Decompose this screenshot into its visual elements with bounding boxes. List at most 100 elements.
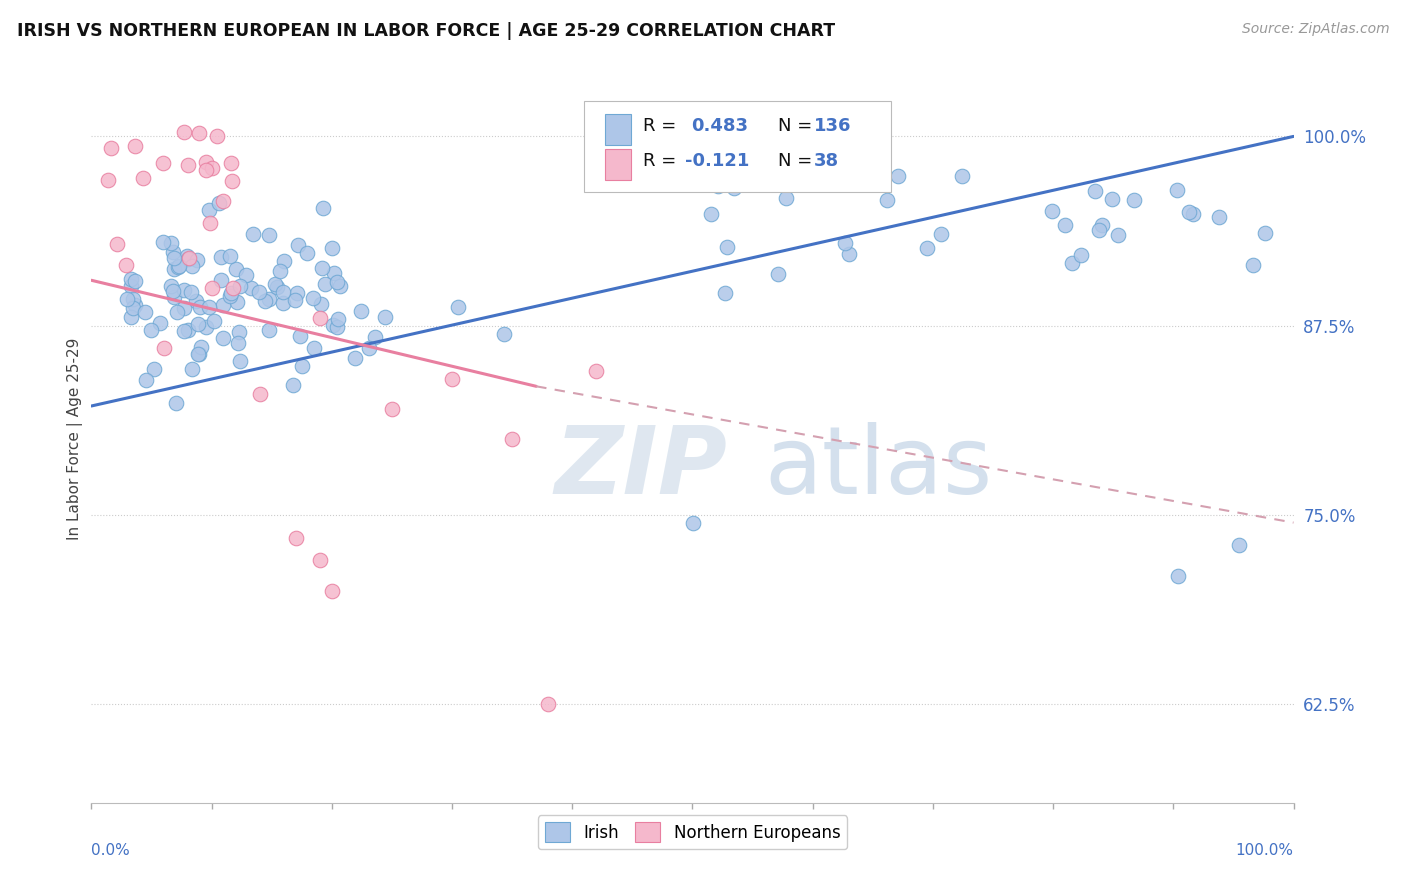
Point bbox=[226, 295, 249, 310]
Point bbox=[357, 342, 380, 356]
Point bbox=[176, 249, 198, 263]
Point bbox=[177, 323, 200, 337]
Point bbox=[841, 173, 863, 187]
Text: 38: 38 bbox=[814, 152, 839, 169]
Point bbox=[257, 323, 280, 337]
Point bbox=[838, 246, 860, 260]
Point bbox=[198, 216, 221, 230]
Point bbox=[120, 279, 142, 293]
Point bbox=[163, 261, 186, 276]
Point bbox=[329, 279, 352, 293]
Point bbox=[950, 169, 973, 183]
Point bbox=[321, 241, 343, 255]
Point bbox=[186, 252, 208, 267]
Point bbox=[311, 297, 333, 311]
Point bbox=[235, 268, 257, 282]
Point bbox=[186, 346, 208, 360]
Point bbox=[271, 285, 294, 299]
Point bbox=[173, 283, 195, 297]
Point bbox=[1122, 193, 1144, 207]
Point bbox=[1241, 258, 1264, 272]
Point bbox=[929, 227, 952, 241]
Point bbox=[208, 195, 231, 210]
Point bbox=[219, 249, 242, 263]
Point bbox=[876, 194, 898, 208]
Point bbox=[209, 272, 232, 286]
Point bbox=[121, 292, 143, 306]
Text: R =: R = bbox=[643, 117, 676, 135]
Point bbox=[1167, 568, 1189, 582]
Point bbox=[188, 300, 211, 314]
Point bbox=[284, 293, 307, 308]
Point bbox=[291, 359, 314, 373]
Point bbox=[1040, 203, 1063, 218]
Point bbox=[194, 319, 217, 334]
Point bbox=[326, 275, 349, 289]
Point bbox=[115, 292, 138, 306]
Point bbox=[287, 238, 309, 252]
Point bbox=[181, 362, 204, 376]
Point bbox=[212, 331, 235, 345]
Text: R =: R = bbox=[643, 152, 676, 169]
Point bbox=[176, 252, 198, 266]
Point bbox=[585, 364, 607, 378]
Point bbox=[135, 373, 157, 387]
Text: N =: N = bbox=[778, 117, 813, 135]
Point bbox=[209, 251, 232, 265]
Point bbox=[314, 277, 336, 291]
Point bbox=[239, 281, 262, 295]
Point bbox=[121, 301, 143, 315]
Point bbox=[311, 201, 333, 215]
Point bbox=[225, 262, 247, 277]
Point bbox=[173, 124, 195, 138]
Point bbox=[288, 329, 311, 343]
Text: atlas: atlas bbox=[765, 423, 993, 515]
Point bbox=[188, 347, 211, 361]
Point bbox=[537, 698, 560, 712]
Point bbox=[166, 260, 188, 274]
Point bbox=[440, 372, 463, 386]
Point bbox=[1084, 185, 1107, 199]
Point bbox=[887, 169, 910, 183]
Point bbox=[100, 141, 122, 155]
Point bbox=[295, 245, 318, 260]
Point bbox=[1101, 192, 1123, 206]
Point bbox=[160, 278, 183, 293]
Point bbox=[202, 314, 225, 328]
Point bbox=[152, 235, 174, 250]
Point bbox=[152, 342, 174, 356]
Point bbox=[1053, 218, 1076, 232]
Point bbox=[1253, 226, 1275, 240]
Text: 100.0%: 100.0% bbox=[1236, 843, 1294, 858]
Point bbox=[201, 161, 224, 176]
Point bbox=[1208, 211, 1230, 225]
Point bbox=[716, 240, 738, 254]
Point bbox=[263, 277, 285, 291]
Point bbox=[124, 298, 146, 312]
Point bbox=[219, 156, 242, 170]
Point bbox=[1107, 227, 1129, 242]
Point bbox=[173, 301, 195, 315]
Point bbox=[247, 285, 270, 300]
Point bbox=[326, 320, 349, 334]
Point bbox=[124, 274, 146, 288]
Y-axis label: In Labor Force | Age 25-29: In Labor Force | Age 25-29 bbox=[67, 338, 83, 541]
Point bbox=[718, 157, 741, 171]
Point bbox=[447, 300, 470, 314]
Point bbox=[775, 190, 797, 204]
Point bbox=[266, 280, 288, 294]
Point bbox=[766, 267, 789, 281]
Point bbox=[221, 286, 243, 301]
Bar bbox=[605, 149, 631, 180]
Point bbox=[249, 387, 271, 401]
Point bbox=[492, 327, 515, 342]
Point bbox=[132, 171, 155, 186]
Text: -0.121: -0.121 bbox=[685, 152, 749, 169]
Point bbox=[381, 402, 404, 417]
Point bbox=[120, 310, 142, 324]
Point bbox=[205, 128, 228, 143]
Point bbox=[120, 272, 142, 286]
Point bbox=[229, 354, 252, 368]
Point bbox=[162, 245, 184, 260]
Point bbox=[221, 281, 243, 295]
